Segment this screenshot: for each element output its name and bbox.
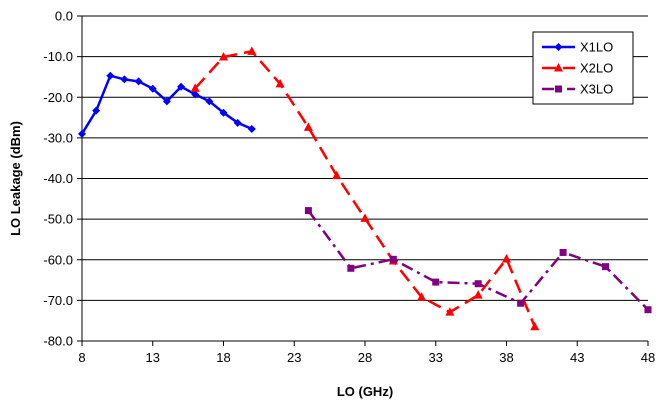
y-tick-label: -60.0 <box>43 252 73 267</box>
data-point-x3lo <box>432 278 440 286</box>
data-point-x2lo <box>332 170 342 180</box>
data-point-x1lo <box>120 75 129 84</box>
x-tick-label: 13 <box>146 350 160 365</box>
data-point-x3lo <box>602 263 610 271</box>
x-tick-label: 43 <box>570 350 584 365</box>
data-point-x1lo <box>205 97 214 106</box>
legend-label: X3LO <box>580 82 613 97</box>
data-point-x2lo <box>275 78 285 88</box>
legend-marker <box>554 43 563 51</box>
legend-label: X1LO <box>580 40 613 55</box>
data-point-x2lo <box>219 52 228 61</box>
data-point-x1lo <box>148 84 157 93</box>
x-tick-label: 38 <box>499 350 513 365</box>
y-tick-label: -70.0 <box>43 293 73 308</box>
data-point-x1lo <box>134 77 143 86</box>
y-tick-label: 0.0 <box>55 9 73 24</box>
y-tick-label: -40.0 <box>43 171 73 186</box>
data-point-x3lo <box>474 280 482 288</box>
y-tick-label: -20.0 <box>43 90 73 105</box>
x-tick-label: 48 <box>641 350 655 365</box>
y-tick-label: -50.0 <box>43 212 73 227</box>
x-tick-label: 33 <box>429 350 443 365</box>
data-point-x2lo <box>445 307 455 316</box>
data-point-x3lo <box>517 299 525 307</box>
data-point-x2lo <box>502 253 511 263</box>
x-tick-label: 23 <box>287 350 301 365</box>
y-tick-label: -30.0 <box>43 130 73 145</box>
data-point-x3lo <box>559 248 567 256</box>
data-point-x2lo <box>360 213 370 222</box>
data-point-x1lo <box>177 82 186 91</box>
data-point-x3lo <box>304 207 312 215</box>
series-x2lo <box>190 46 540 331</box>
data-point-x2lo <box>530 321 540 331</box>
data-point-x1lo <box>247 124 256 133</box>
data-point-x3lo <box>347 264 355 272</box>
legend-item-x3lo: X3LO <box>542 82 613 97</box>
axes <box>77 15 649 346</box>
y-tick-label: -10.0 <box>43 49 73 64</box>
data-point-x1lo <box>191 90 200 99</box>
data-point-x2lo <box>417 292 427 301</box>
y-axis-title: LO Leakage (dBm) <box>8 121 23 236</box>
data-point-x1lo <box>106 71 115 80</box>
data-point-x1lo <box>92 106 101 115</box>
legend-item-x2lo: X2LO <box>542 61 613 76</box>
data-point-x3lo <box>644 306 652 314</box>
data-point-x1lo <box>162 97 171 106</box>
x-tick-label: 18 <box>216 350 230 365</box>
x-tick-label: 8 <box>78 350 85 365</box>
y-tick-label: -80.0 <box>43 334 73 349</box>
legend-item-x1lo: X1LO <box>542 40 613 55</box>
data-point-x1lo <box>233 118 242 127</box>
data-point-x3lo <box>389 255 397 263</box>
legend: X1LO X2LO X3LO <box>532 31 634 105</box>
series-x3lo <box>304 207 652 314</box>
series-x1lo <box>78 71 256 138</box>
data-point-x2lo <box>190 83 200 92</box>
data-series <box>78 46 652 331</box>
legend-marker <box>554 63 563 72</box>
legend-label: X2LO <box>580 61 613 76</box>
data-point-x2lo <box>247 46 257 55</box>
tick-labels: 0.0 -10.0 -20.0 -30.0 -40.0 -50.0 -60.0 -70.0 -8… <box>43 9 655 366</box>
data-point-x2lo <box>303 122 313 131</box>
x-axis-title: LO (GHz) <box>337 384 393 399</box>
data-point-x1lo <box>78 129 86 138</box>
x-tick-label: 28 <box>358 350 372 365</box>
legend-marker <box>555 85 562 93</box>
data-point-x1lo <box>219 108 228 117</box>
data-point-x2lo <box>473 290 483 299</box>
